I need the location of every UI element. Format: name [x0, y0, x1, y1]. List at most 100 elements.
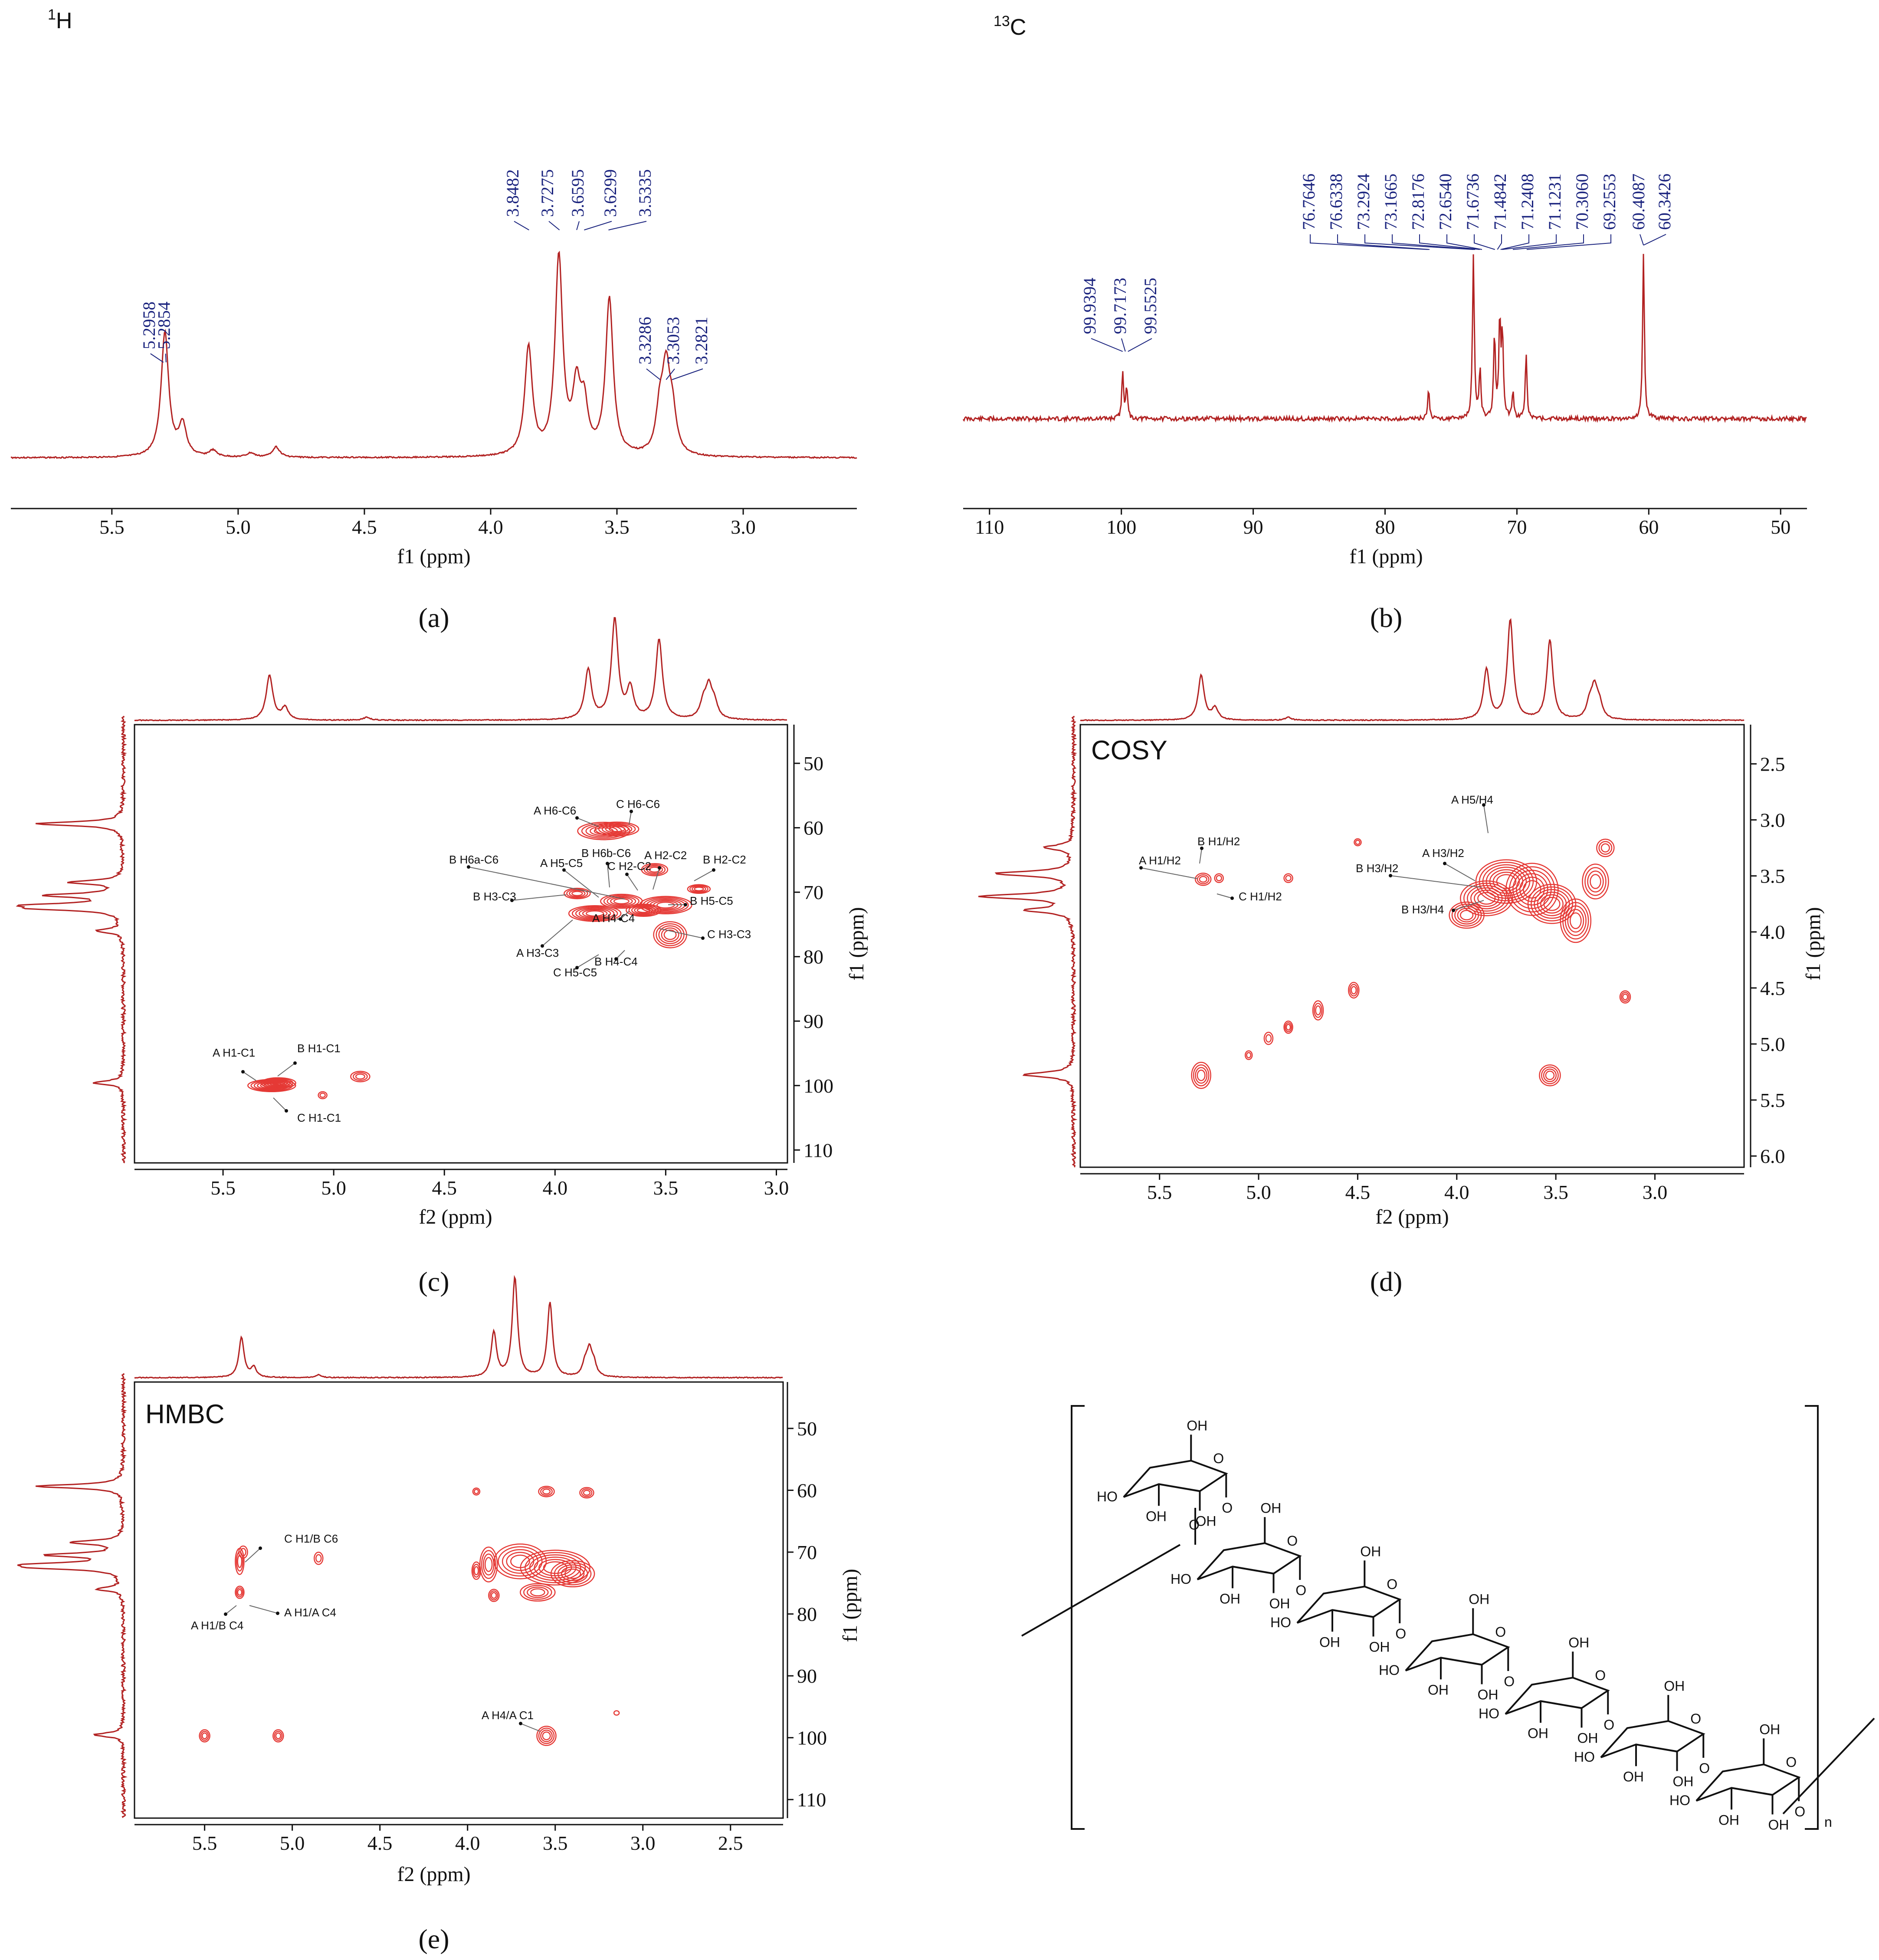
x-tick-label: 5.5 — [210, 1177, 236, 1199]
cross-peak-contour — [269, 1080, 288, 1087]
cross-peak-contour — [260, 1077, 296, 1089]
cross-peak-contour — [557, 1564, 588, 1583]
annotation-leader — [243, 1071, 256, 1081]
cross-peak-contour — [471, 1561, 482, 1580]
peak-value-label: 71.1231 — [1545, 174, 1564, 230]
oh-label: OH — [1768, 1817, 1789, 1833]
peak-leader — [1643, 234, 1666, 246]
cross-peak-contour — [1543, 1068, 1557, 1082]
cross-peak-contour — [1285, 1024, 1291, 1031]
annotation-arrowhead — [241, 1070, 245, 1074]
cross-peak-contour — [200, 1730, 209, 1741]
ring-oxygen: O — [1213, 1451, 1224, 1466]
annotation-arrowhead — [575, 816, 579, 820]
panel-d-top-projection — [1080, 618, 1745, 722]
y-tick-label: 90 — [803, 1010, 823, 1032]
x-tick-label: 3.5 — [1543, 1181, 1568, 1203]
cross-peak-contour — [1349, 984, 1358, 997]
cross-peak-contour — [1265, 1034, 1272, 1043]
glycosidic-oxygen: O — [1504, 1674, 1515, 1689]
cross-peak-annotation: B H3/H2 — [1356, 862, 1398, 875]
annotation-leader — [626, 874, 638, 891]
cross-peak-contour — [1457, 908, 1476, 923]
oh-label: OH — [1759, 1721, 1780, 1737]
cross-peak-annotation: A H4-C4 — [592, 912, 635, 925]
x-tick-label: 4.0 — [1444, 1181, 1469, 1203]
peak-value-label: 70.3060 — [1572, 174, 1592, 230]
cross-peak-contour — [581, 1488, 593, 1497]
annotation-leader — [1453, 900, 1484, 911]
cross-peak-contour — [1590, 874, 1601, 889]
cross-peak-annotation: C H1/H2 — [1239, 890, 1282, 903]
cross-peak-contour — [472, 1563, 480, 1578]
cross-peak-contour — [1564, 905, 1587, 936]
x-tick-label: 5.0 — [1246, 1181, 1271, 1203]
panel-a-label: (a) — [418, 602, 449, 633]
annotation-arrowhead — [276, 1612, 279, 1615]
annotation-leader — [225, 1605, 237, 1615]
annotation-arrowhead — [712, 868, 715, 872]
cross-peak-contour — [1285, 875, 1292, 882]
annotation-leader — [468, 867, 625, 900]
cross-peak-contour — [315, 1554, 322, 1563]
cross-peak-contour — [542, 1731, 551, 1740]
cross-peak-contour — [1470, 887, 1503, 909]
y-tick-label: 110 — [797, 1789, 826, 1811]
annotation-leader — [1199, 848, 1202, 864]
cross-peak-contour — [613, 1710, 620, 1716]
cross-peak-contour — [318, 1091, 328, 1100]
peak-value-label: 99.7173 — [1110, 278, 1130, 334]
cross-peak-contour — [568, 905, 622, 922]
cross-peak-contour — [1543, 896, 1561, 911]
cross-peak-contour — [484, 1557, 493, 1572]
glycosidic-oxygen: O — [1222, 1500, 1233, 1516]
cross-peak-contour — [236, 1587, 244, 1598]
cross-peak-contour — [1619, 990, 1631, 1004]
oh-label: OH — [1577, 1730, 1598, 1746]
cross-peak-contour — [1516, 873, 1548, 906]
ring-oxygen: O — [1495, 1624, 1506, 1640]
panel-d-title: COSY — [1091, 735, 1167, 765]
cross-peak-contour — [692, 886, 706, 892]
peak-leader — [548, 221, 560, 230]
oh-label: OH — [1196, 1514, 1217, 1529]
cross-peak-annotation: A H2-C2 — [644, 849, 687, 862]
cross-peak-contour — [656, 923, 685, 946]
cross-peak-contour — [201, 1732, 208, 1740]
cross-peak-contour — [266, 1079, 291, 1087]
cross-peak-contour — [272, 1729, 284, 1743]
cross-peak-contour — [575, 907, 615, 920]
cross-peak-contour — [687, 884, 711, 894]
annotation-leader — [249, 1605, 278, 1614]
peak-leader — [1526, 234, 1611, 250]
cross-peak-contour — [613, 898, 630, 904]
annotation-leader — [1217, 893, 1233, 899]
cross-peak-contour — [525, 1552, 586, 1583]
x-tick-label: 3.0 — [764, 1177, 789, 1199]
oh-label: OH — [1360, 1543, 1381, 1559]
x-tick-label: 3.0 — [1643, 1181, 1668, 1203]
cross-peak-contour — [1195, 1067, 1208, 1084]
cross-peak-contour — [689, 885, 708, 893]
y-tick-label: 70 — [803, 881, 823, 903]
panel-d-plot-frame — [1079, 724, 1745, 1168]
oh-label: OH — [1718, 1812, 1739, 1828]
annotation-leader — [577, 954, 599, 968]
x-tick-label: 5.5 — [1147, 1181, 1172, 1203]
panel-c-cross-peaks — [247, 821, 711, 1100]
cross-peak-contour — [1545, 1070, 1555, 1080]
y-tick-label: 80 — [803, 946, 823, 968]
glycosidic-oxygen: O — [1699, 1760, 1710, 1776]
annotation-arrowhead — [1389, 874, 1392, 877]
peak-leader — [646, 368, 661, 380]
cross-peak-annotation: A H1-C1 — [213, 1046, 255, 1059]
x-tick-label: 3.0 — [630, 1832, 656, 1854]
oh-label: OH — [1478, 1687, 1499, 1703]
wedge-bond — [1440, 1657, 1482, 1666]
peak-value-label: 5.2854 — [154, 302, 174, 349]
x-tick-label: 110 — [975, 516, 1004, 538]
annotation-arrowhead — [293, 1061, 297, 1065]
cross-peak-contour — [569, 890, 586, 897]
panel-c-xlabel: f2 (ppm) — [419, 1205, 492, 1228]
